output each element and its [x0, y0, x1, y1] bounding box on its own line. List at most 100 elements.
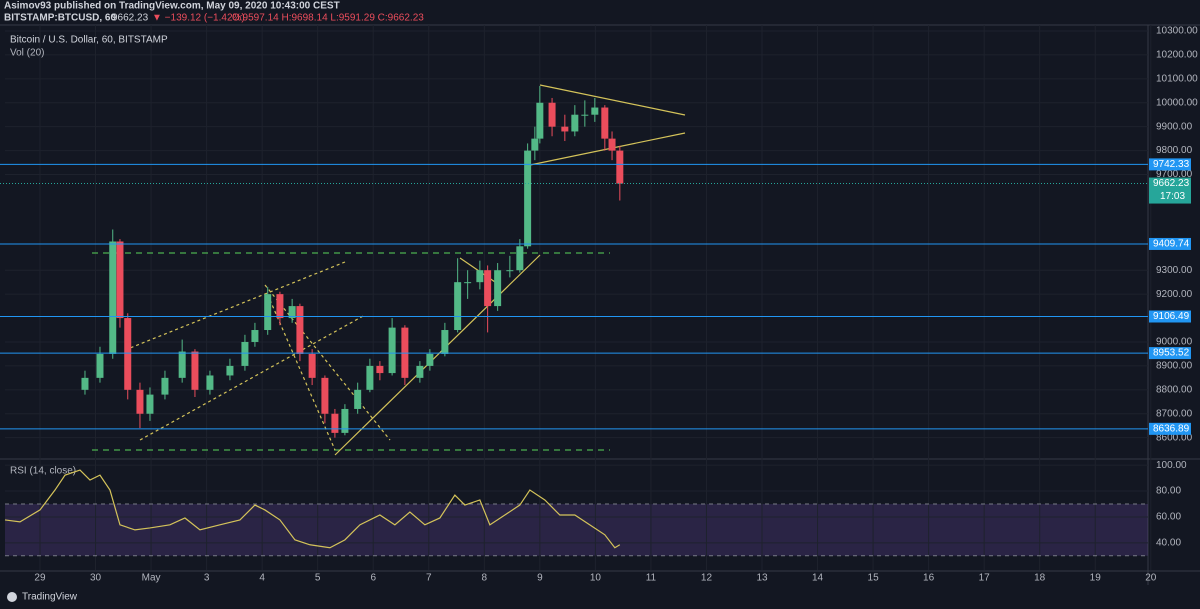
y-tick-label: 9200.00	[1156, 289, 1193, 300]
y-tick-label: 8700.00	[1156, 408, 1193, 419]
x-tick-label: 10	[590, 573, 602, 584]
candle-body	[441, 330, 449, 354]
x-tick-label: 5	[315, 573, 321, 584]
y-tick-label: 80.00	[1156, 486, 1181, 497]
x-tick-label: 30	[90, 573, 102, 584]
candle-body	[264, 294, 272, 331]
y-tick-label: 10000.00	[1156, 97, 1198, 108]
candle-body	[136, 389, 144, 414]
candle-body	[601, 107, 609, 139]
x-tick-label: May	[142, 573, 161, 584]
logo	[7, 592, 17, 602]
x-tick-label: 13	[756, 573, 768, 584]
candle-body	[276, 294, 284, 319]
candle-body	[531, 138, 539, 151]
x-tick-label: 7	[426, 573, 432, 584]
candle-body	[506, 270, 514, 272]
candle-body	[366, 365, 374, 390]
candle-body	[341, 408, 349, 433]
candle-body	[331, 413, 339, 433]
volume-label: Vol (20)	[10, 48, 44, 59]
rsi-title: RSI (14, close)	[10, 466, 76, 477]
author-line: Asimov93 published on TradingView.com, M…	[4, 1, 340, 12]
x-tick-label: 11	[646, 573, 657, 584]
level-tag	[1149, 422, 1191, 435]
ohlc: O:9597.14 H:9698.14 L:9591.29 C:9662.23	[232, 13, 424, 24]
y-tick-label: 10300.00	[1156, 26, 1198, 37]
candle-body	[608, 138, 616, 151]
x-tick-label: 29	[34, 573, 46, 584]
candle-body	[571, 114, 579, 132]
candle-body	[616, 150, 624, 184]
y-tick-label: 8600.00	[1156, 432, 1193, 443]
candle-body	[591, 107, 599, 115]
candle-body	[464, 282, 472, 284]
last-price-label: 9662.23	[1153, 178, 1190, 189]
trend-line	[539, 84, 686, 116]
candle-body	[548, 102, 556, 127]
level-label: 8953.52	[1153, 348, 1190, 359]
candle-body	[226, 365, 234, 376]
level-tag	[1149, 310, 1191, 323]
last-price-tag	[1149, 177, 1191, 204]
candle-body	[308, 353, 316, 378]
footer	[0, 586, 1200, 609]
level-label: 8636.89	[1153, 423, 1190, 434]
candle-body	[191, 351, 199, 390]
price-title: Bitcoin / U.S. Dollar, 60, BITSTAMP	[10, 35, 168, 46]
y-tick-label: 100.00	[1156, 460, 1187, 471]
level-tag	[1149, 158, 1191, 171]
candle-body	[109, 241, 117, 354]
level-label: 9742.33	[1153, 159, 1190, 170]
candle-body	[561, 126, 569, 132]
drawings	[92, 84, 686, 456]
level-label: 9106.49	[1153, 311, 1190, 322]
y-tick-label: 8800.00	[1156, 384, 1193, 395]
y-tick-label: 9300.00	[1156, 265, 1193, 276]
brand: TradingView	[22, 592, 78, 603]
x-tick-label: 19	[1090, 573, 1102, 584]
y-tick-label: 40.00	[1156, 537, 1181, 548]
x-tick-label: 20	[1145, 573, 1157, 584]
candle-body	[146, 394, 154, 414]
y-tick-label: 9000.00	[1156, 337, 1193, 348]
trend-line	[334, 254, 541, 456]
candle-body	[388, 327, 396, 374]
trend-line	[139, 314, 366, 441]
symbol: BITSTAMP:BTCUSD, 60	[4, 13, 116, 24]
candle-body	[124, 318, 132, 390]
y-tick-label: 9700.00	[1156, 169, 1193, 180]
candle-body	[288, 306, 296, 319]
level-label: 9409.74	[1153, 239, 1190, 250]
level-tag	[1149, 237, 1191, 250]
x-tick-label: 8	[482, 573, 488, 584]
candle-body	[321, 377, 329, 414]
x-tick-label: 12	[701, 573, 713, 584]
rsi-line	[4, 469, 621, 549]
rsi-band	[5, 504, 1148, 556]
y-tick-label: 10100.00	[1156, 73, 1198, 84]
y-tick-label: 9900.00	[1156, 121, 1193, 132]
x-tick-label: 3	[204, 573, 210, 584]
candle-body	[454, 282, 462, 331]
x-tick-label: 18	[1034, 573, 1046, 584]
candle-body	[81, 377, 89, 390]
y-tick-label: 10200.00	[1156, 50, 1198, 61]
level-tag	[1149, 347, 1191, 360]
candle-body	[484, 270, 492, 307]
candle-body	[536, 102, 544, 139]
candle-body	[354, 389, 362, 409]
candle-body	[161, 377, 169, 395]
y-tick-label: 60.00	[1156, 512, 1181, 523]
candle-body	[251, 330, 259, 342]
candle-body	[494, 270, 502, 307]
candle-body	[416, 365, 424, 378]
candle-body	[581, 114, 589, 116]
candle-body	[476, 270, 484, 283]
grid-layer	[5, 25, 1152, 570]
candle-body	[241, 341, 249, 366]
candle-body	[426, 353, 434, 366]
